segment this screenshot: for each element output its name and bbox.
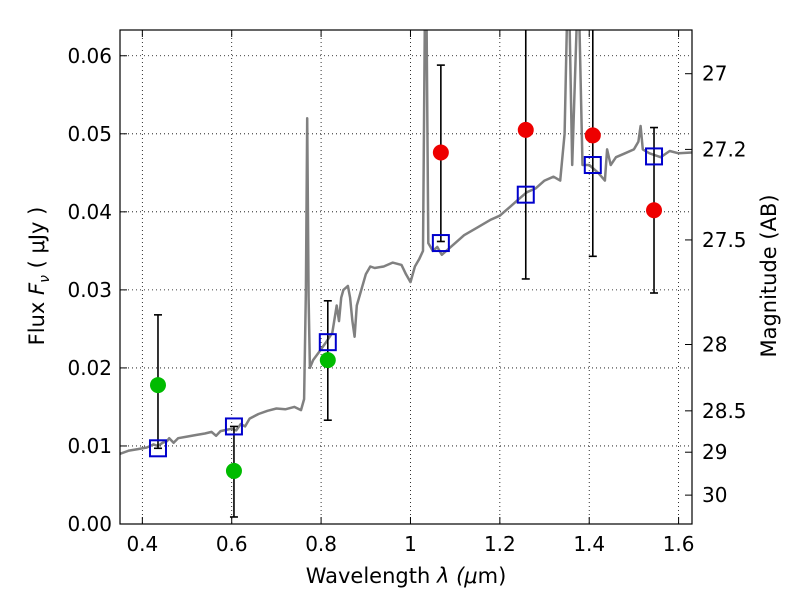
observed-point — [149, 377, 166, 394]
model-photometry-square — [431, 234, 450, 253]
x-tick-label: 1.2 — [484, 532, 516, 556]
x-tick-label: 0.8 — [305, 532, 337, 556]
y2-tick-label: 30 — [702, 483, 727, 507]
observed-point — [319, 352, 336, 369]
y2-tick-label: 28.5 — [702, 399, 747, 423]
observed-point — [225, 462, 242, 479]
y-tick-label: 0.01 — [67, 434, 112, 458]
x-tick-label: 0.6 — [216, 532, 248, 556]
plot-series — [120, 30, 692, 518]
x-axis-ticks: 0.4 0.6 0.8 1 1.2 1.4 1.6 — [126, 30, 695, 556]
model-photometry-square — [148, 439, 167, 458]
x-tick-label: 1.4 — [573, 532, 605, 556]
y2-tick-label: 27.5 — [702, 228, 747, 252]
y-tick-label: 0.06 — [67, 44, 112, 68]
model-photometry-square — [318, 333, 337, 352]
plot-frame — [119, 29, 693, 525]
y-tick-label: 0.04 — [67, 200, 112, 224]
y2-tick-label: 28 — [702, 333, 727, 357]
observed-point — [646, 202, 663, 219]
x-tick-label: 1 — [404, 532, 417, 556]
x-axis-label: Wavelength λ (μm) — [306, 564, 507, 588]
y2-axis-ticks: 27 27.2 27.5 28 28.5 29 30 — [685, 62, 747, 507]
observed-point — [432, 144, 449, 161]
y-tick-label: 0.00 — [67, 512, 112, 536]
y2-tick-label: 27.2 — [702, 137, 747, 161]
observed-point — [517, 121, 534, 138]
model-photometry-markers — [148, 147, 664, 458]
y-axis-label: Flux Fν ( μJy ) — [25, 207, 53, 346]
x-tick-label: 1.6 — [663, 532, 695, 556]
model-spectrum-line — [120, 30, 692, 455]
model-photometry-square — [645, 147, 664, 166]
model-photometry-square — [583, 156, 602, 175]
y-axis-ticks: 0.00 0.01 0.02 0.03 0.04 0.05 0.06 — [67, 44, 127, 536]
y2-axis-label: Magnitude (AB) — [757, 194, 781, 357]
y-tick-label: 0.03 — [67, 278, 112, 302]
observed-point — [584, 127, 601, 144]
y2-tick-label: 27 — [702, 62, 727, 86]
observed-points — [149, 121, 663, 479]
model-photometry-square — [516, 185, 535, 204]
y-tick-label: 0.02 — [67, 356, 112, 380]
model-photometry-square — [224, 417, 243, 436]
y2-tick-label: 29 — [702, 440, 727, 464]
y-tick-label: 0.05 — [67, 122, 112, 146]
x-tick-label: 0.4 — [126, 532, 158, 556]
